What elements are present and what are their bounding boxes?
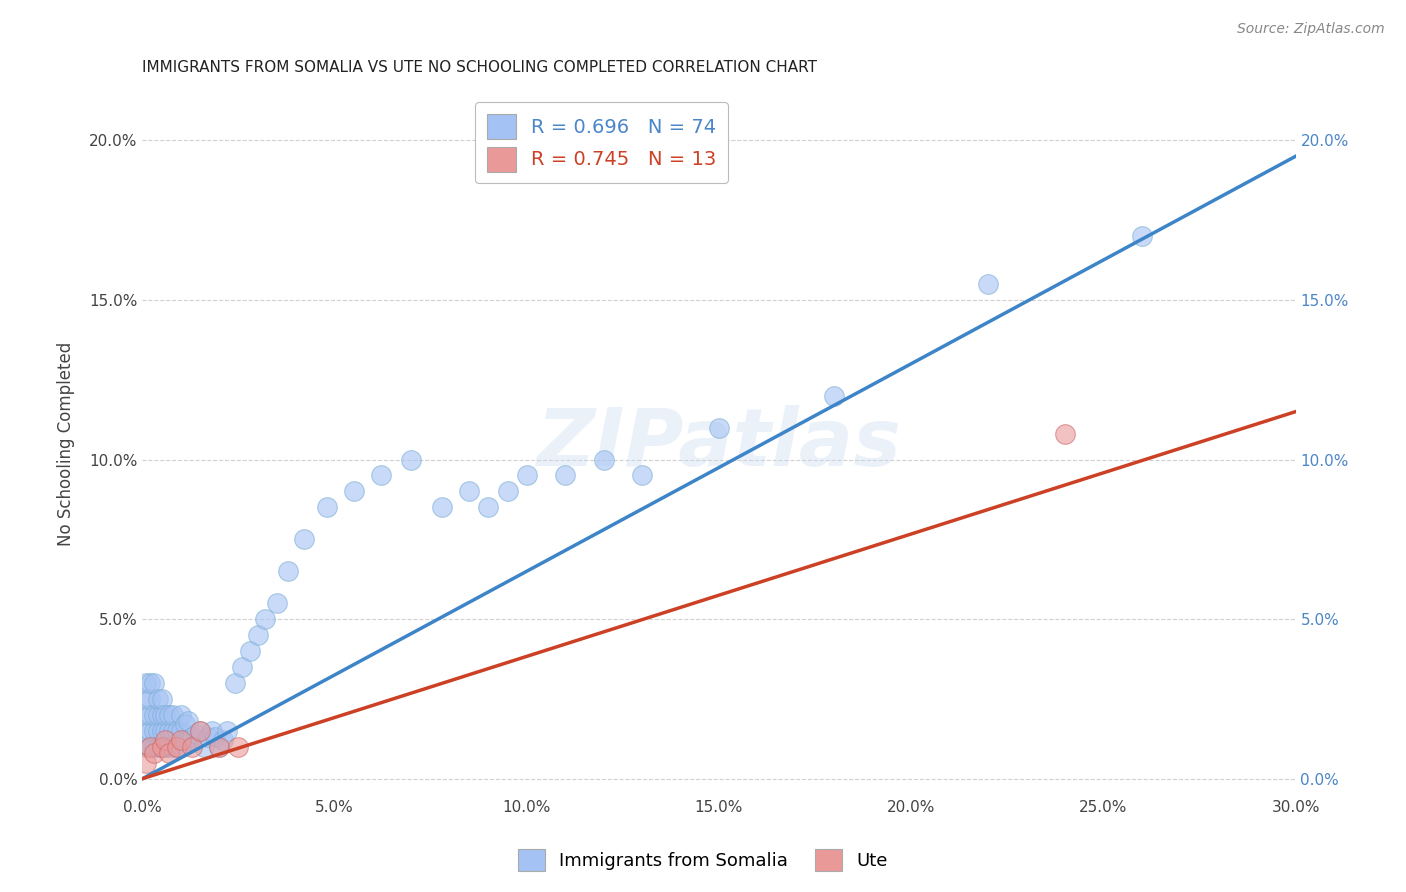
Point [139,676,162,690]
Point [188,723,211,738]
Point [150,692,173,706]
Point [166,723,188,738]
Point [266,596,288,610]
Point [184,727,207,741]
Point [155,707,177,722]
Point [139,739,162,754]
Point [139,692,162,706]
Point [188,723,211,738]
Point [150,739,173,754]
Point [162,723,184,738]
Point [146,739,169,754]
Point [135,756,157,770]
Point [1053,427,1076,442]
Point [162,739,184,754]
Point [170,739,193,754]
Point [707,420,730,434]
Point [170,723,193,738]
Point [228,739,250,754]
Text: IMMIGRANTS FROM SOMALIA VS UTE NO SCHOOLING COMPLETED CORRELATION CHART: IMMIGRANTS FROM SOMALIA VS UTE NO SCHOOL… [142,60,817,75]
Point [146,707,169,722]
Point [204,731,226,745]
Point [343,484,366,499]
Point [631,468,654,483]
Point [554,468,576,483]
Point [166,739,188,754]
Point [177,714,200,729]
Point [315,500,337,515]
Point [150,707,173,722]
Point [150,723,173,738]
Point [193,739,215,754]
Point [135,723,157,738]
Point [155,723,177,738]
Point [496,484,519,499]
Point [135,739,157,754]
Point [430,500,453,515]
Point [173,733,195,747]
Point [157,746,180,760]
Point [370,468,392,483]
Point [458,484,481,499]
Point [157,707,180,722]
Text: ZIPatlas: ZIPatlas [537,405,901,483]
Point [292,533,315,547]
Point [231,660,253,674]
Point [977,277,1000,291]
Point [208,739,231,754]
Point [208,739,231,754]
Point [155,733,177,747]
Point [592,452,614,467]
Point [401,452,423,467]
Point [142,723,165,738]
Point [224,676,246,690]
Point [477,500,499,515]
Point [142,746,165,760]
Point [173,717,195,731]
Point [177,733,200,747]
Point [139,739,162,754]
Point [162,707,184,722]
Point [142,676,165,690]
Legend: Immigrants from Somalia, Ute: Immigrants from Somalia, Ute [510,842,896,879]
Point [215,723,238,738]
Legend: R = 0.696   N = 74, R = 0.745   N = 13: R = 0.696 N = 74, R = 0.745 N = 13 [475,103,728,183]
Point [139,707,162,722]
Point [139,723,162,738]
Point [212,733,235,747]
Text: Source: ZipAtlas.com: Source: ZipAtlas.com [1237,22,1385,37]
Point [135,707,157,722]
Point [200,723,222,738]
Point [146,723,169,738]
Point [155,739,177,754]
Point [142,739,165,754]
Point [1130,229,1153,244]
Point [239,644,262,658]
Point [142,707,165,722]
Point [150,739,173,754]
Point [823,389,845,403]
Point [181,739,204,754]
Point [246,628,269,642]
Point [277,564,299,578]
Point [157,723,180,738]
Point [166,739,188,754]
Point [135,676,157,690]
Point [157,739,180,754]
Point [197,731,219,745]
Point [516,468,538,483]
Point [170,707,193,722]
Y-axis label: No Schooling Completed: No Schooling Completed [58,342,75,546]
Point [146,692,169,706]
Point [254,612,277,626]
Point [170,733,193,747]
Point [181,731,204,745]
Point [135,692,157,706]
